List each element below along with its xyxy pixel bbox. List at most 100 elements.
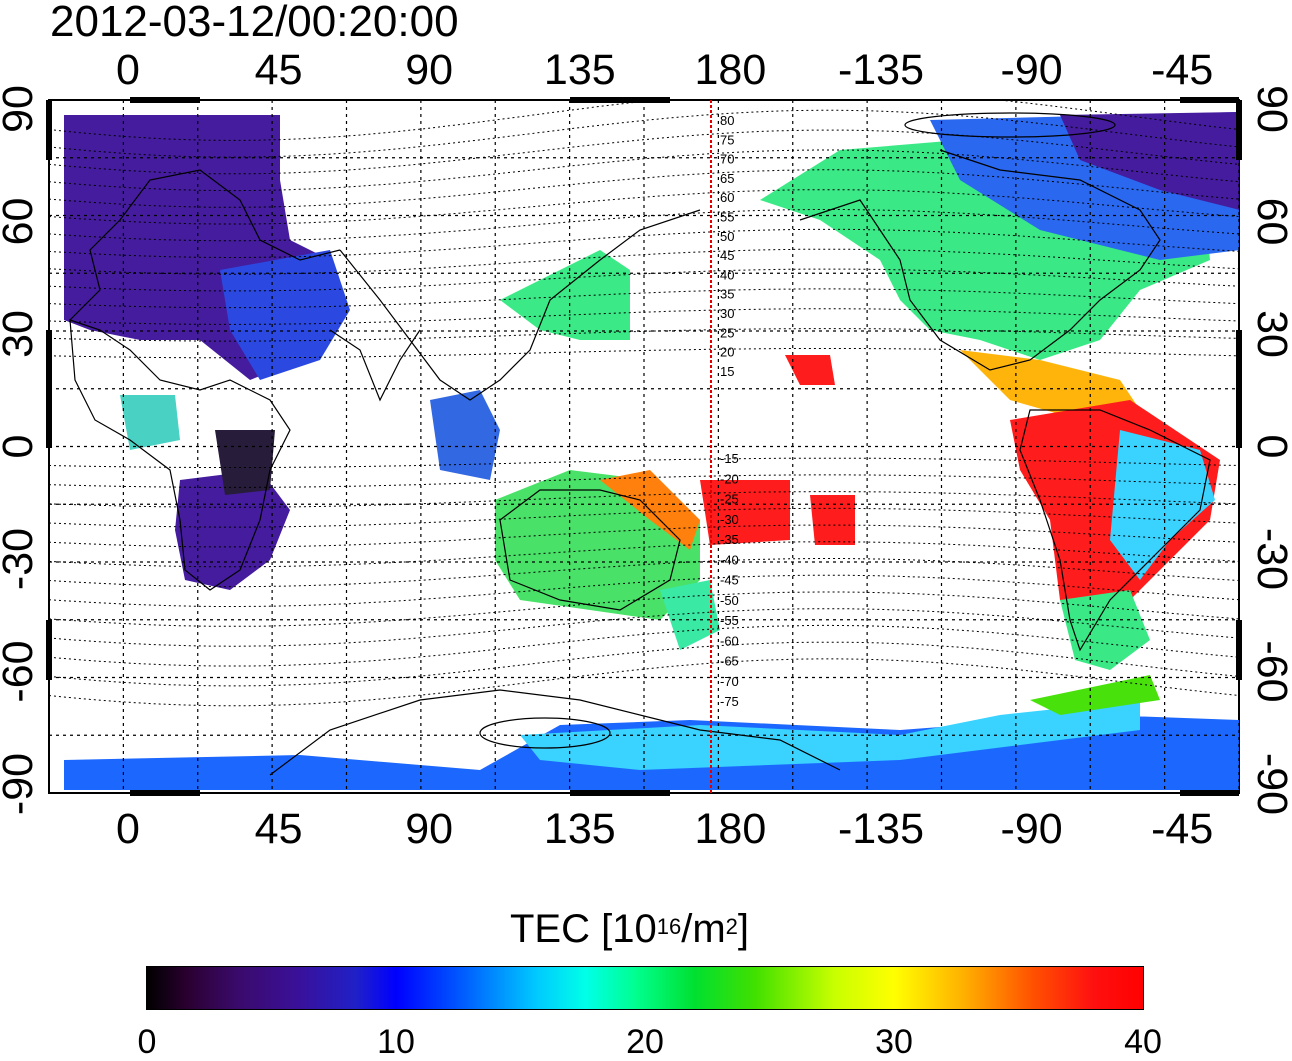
mlat-contour <box>49 474 1239 488</box>
lat-tick-label: 0 <box>1248 435 1292 459</box>
mlat-label: 55 <box>720 210 734 225</box>
colorbar-tick-label: 30 <box>875 1023 913 1061</box>
mlat-label: -45 <box>720 573 739 588</box>
colorbar-title-exponent2: 2 <box>725 914 738 939</box>
lat-tick-label: -90 <box>1248 753 1292 815</box>
mlat-label: -70 <box>720 674 739 689</box>
mlat-contour <box>49 641 1239 687</box>
tec-region-asia-southeast <box>430 390 500 480</box>
mlat-label: 40 <box>720 267 734 282</box>
lon-tick-label: 90 <box>405 805 453 853</box>
mlat-contour <box>49 348 1239 359</box>
tec-region-south-america-anomaly <box>1110 430 1215 580</box>
lon-tick-label: -90 <box>1001 805 1063 853</box>
colorbar-tick-label: 20 <box>626 1023 664 1061</box>
mlat-label: 80 <box>720 113 734 128</box>
lat-tick-label: 30 <box>1248 310 1292 358</box>
mlat-label: -15 <box>720 451 739 466</box>
mlat-contour <box>49 129 1239 175</box>
lat-labels-left: 90 60 30 0 -30 -60 -90 <box>0 85 42 815</box>
coastline-africa <box>69 319 291 591</box>
mlat-contour <box>49 608 1239 647</box>
lat-tick-label: 60 <box>0 198 42 246</box>
colorbar-title: TEC [1016/m2] <box>510 905 749 953</box>
lat-labels-right: 90 60 30 0 -30 -60 -90 <box>1248 85 1292 815</box>
coastline-australia <box>499 489 681 611</box>
mlat-label: -65 <box>720 654 739 669</box>
contour-arctic <box>904 112 1116 138</box>
tec-region-africa-east <box>215 430 275 495</box>
tec-region-central-america <box>960 350 1140 420</box>
lon-tick-label: 45 <box>255 805 303 853</box>
mlat-label: -50 <box>720 593 739 608</box>
lon-tick-label: 135 <box>544 46 616 94</box>
colorbar-tick-label: 0 <box>137 1023 157 1061</box>
lon-tick-label: -90 <box>1001 46 1063 94</box>
colorbar-title-prefix: TEC [10 <box>510 907 657 951</box>
coastline-india <box>329 329 421 402</box>
lon-tick-label: -135 <box>838 805 924 853</box>
mlat-label: -75 <box>720 694 739 709</box>
lon-tick-label: 0 <box>116 46 140 94</box>
lon-tick-label: 90 <box>405 46 453 94</box>
colorbar-tick-label: 40 <box>1124 1023 1162 1061</box>
mlat-contour <box>49 541 1239 568</box>
tec-region-pacific-south-red-2 <box>810 495 855 545</box>
frame-ticks <box>46 97 1242 796</box>
mlat-label: -60 <box>720 633 739 648</box>
lon-labels-bottom: 0 45 90 135 180 -135 -90 -45 <box>116 805 1213 853</box>
tec-region-africa-south <box>175 470 290 590</box>
mlat-contour <box>49 507 1239 528</box>
lat-tick-label: -90 <box>0 753 42 815</box>
tec-region-eurasia-north-blue <box>220 250 350 380</box>
mlat-label: 60 <box>720 190 734 205</box>
mlat-contour <box>49 100 1239 141</box>
lon-labels-top: 0 45 90 135 180 -135 -90 -45 <box>116 46 1213 94</box>
lat-tick-label: 90 <box>1248 85 1292 133</box>
lon-tick-label: -135 <box>838 46 924 94</box>
coastline-europe <box>69 169 341 321</box>
colorbar-title-mid: /m <box>681 907 726 951</box>
tec-region-asia-east-cyan <box>500 250 630 340</box>
lat-tick-label: 0 <box>0 435 42 459</box>
mlat-label: 50 <box>720 229 734 244</box>
mlat-label: 15 <box>720 364 734 379</box>
mlat-label: -20 <box>720 471 739 486</box>
lon-tick-label: 180 <box>695 46 767 94</box>
contour-antarctic <box>479 717 611 749</box>
mlat-label: 30 <box>720 306 734 321</box>
lon-tick-label: 135 <box>544 805 616 853</box>
mlat-label: -25 <box>720 492 739 507</box>
mlat-label: -40 <box>720 552 739 567</box>
lat-tick-label: 90 <box>0 85 42 133</box>
tec-region-pacific-south-red <box>700 480 790 545</box>
mlat-contour <box>49 574 1239 607</box>
mlat-label: 25 <box>720 325 734 340</box>
lon-tick-label: 0 <box>116 805 140 853</box>
lat-tick-label: 30 <box>0 310 42 358</box>
tec-data-layer <box>64 112 1239 790</box>
lat-tick-label: -60 <box>1248 640 1292 702</box>
graticule <box>49 100 1239 793</box>
lat-tick-label: -60 <box>0 640 42 702</box>
coastline-south-america <box>1019 409 1211 652</box>
mlat-contour <box>49 457 1239 468</box>
lon-tick-label: -45 <box>1151 805 1213 853</box>
colorbar-tick-label: 10 <box>377 1023 415 1061</box>
colorbar-title-exponent: 16 <box>656 914 682 939</box>
timestamp-title: 2012-03-12/00:20:00 <box>50 0 459 46</box>
colorbar <box>146 966 1144 1010</box>
tec-region-antarctica-cyan <box>520 700 1140 770</box>
mlat-contour <box>49 209 1239 242</box>
mlat-label: -30 <box>720 512 739 527</box>
lon-tick-label: 180 <box>695 805 767 853</box>
lon-tick-label: 45 <box>255 46 303 94</box>
mlat-labels: 80 75 70 65 60 55 50 45 40 35 30 25 20 15 -15 -20 -25 -30… <box>720 113 739 709</box>
mlat-label: 75 <box>720 132 734 147</box>
mlat-label: 20 <box>720 345 734 360</box>
mlat-label: -55 <box>720 613 739 628</box>
mlat-label: 70 <box>720 152 734 167</box>
lat-tick-label: -30 <box>1248 528 1292 590</box>
tec-region-new-zealand <box>660 580 720 650</box>
